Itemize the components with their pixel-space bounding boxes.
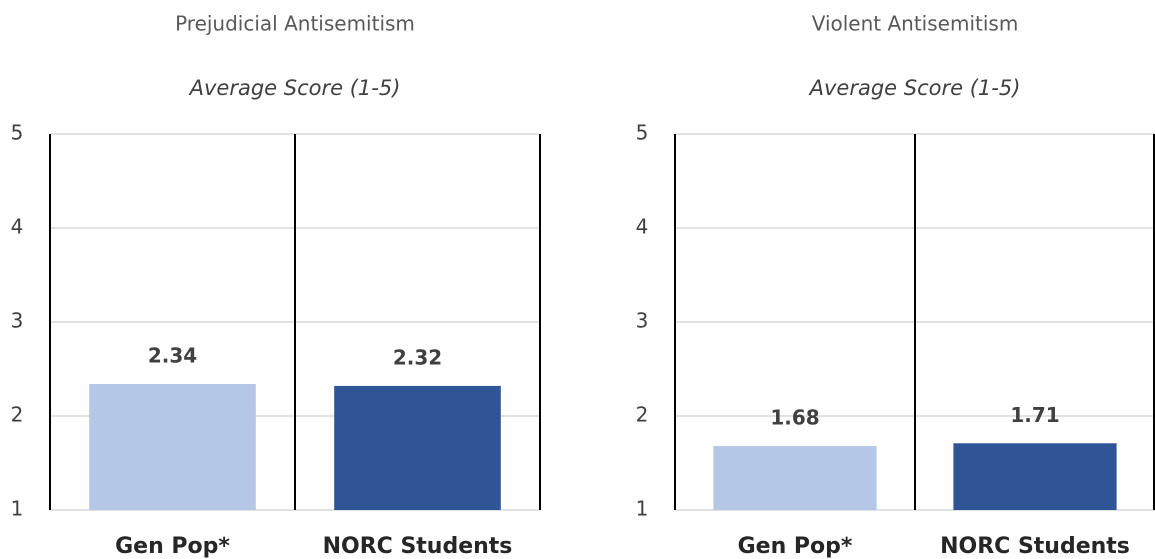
value-label: 2.34: [148, 344, 197, 368]
value-label: 1.68: [770, 406, 819, 430]
y-tick-label: 3: [11, 309, 24, 333]
y-tick-label: 2: [636, 403, 649, 427]
x-tick-label: NORC Students: [323, 534, 513, 559]
chart-subtitle: Average Score (1-5): [808, 76, 1021, 100]
y-tick-label: 4: [636, 215, 649, 239]
bar: [334, 385, 501, 510]
bar: [953, 443, 1117, 510]
value-label: 1.71: [1010, 403, 1059, 427]
y-tick-label: 1: [11, 497, 24, 521]
chart-subtitle: Average Score (1-5): [188, 76, 401, 100]
chart-title: Prejudicial Antisemitism: [175, 12, 415, 36]
chart-title: Violent Antisemitism: [812, 12, 1019, 36]
y-tick-label: 5: [636, 121, 649, 145]
value-label: 2.32: [393, 345, 442, 369]
y-tick-label: 3: [636, 309, 649, 333]
y-tick-label: 2: [11, 403, 24, 427]
bar: [89, 384, 256, 510]
x-tick-label: NORC Students: [940, 534, 1130, 559]
x-tick-label: Gen Pop*: [115, 534, 230, 559]
y-tick-label: 1: [636, 497, 649, 521]
y-tick-label: 5: [11, 121, 24, 145]
bar: [713, 446, 877, 510]
y-tick-label: 4: [11, 215, 24, 239]
x-tick-label: Gen Pop*: [738, 534, 853, 559]
